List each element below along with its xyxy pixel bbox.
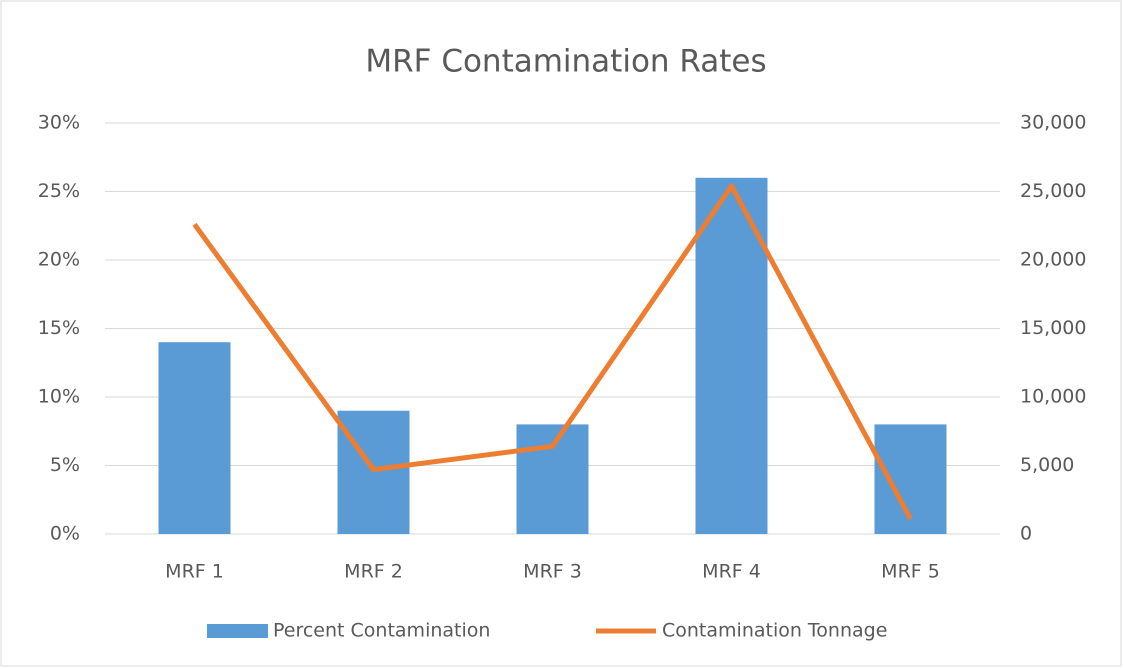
chart-title: MRF Contamination Rates	[365, 44, 766, 80]
x-tick-label: MRF 4	[702, 561, 761, 583]
y-tick-label: 15%	[38, 317, 80, 339]
y2-tick-label: 25,000	[1020, 180, 1086, 202]
legend-label: Percent Contamination	[273, 620, 490, 642]
y2-tick-label: 30,000	[1020, 112, 1086, 134]
x-tick-label: MRF 2	[344, 561, 403, 583]
bar	[158, 342, 231, 534]
y-tick-label: 20%	[38, 249, 80, 271]
y2-tick-label: 10,000	[1020, 386, 1086, 408]
y2-tick-label: 5,000	[1020, 454, 1074, 476]
legend-label: Contamination Tonnage	[662, 620, 887, 642]
y-tick-label: 30%	[38, 112, 80, 134]
line	[192, 183, 913, 521]
y2-tick-label: 0	[1020, 523, 1032, 545]
bar	[516, 424, 589, 534]
x-tick-label: MRF 1	[165, 561, 224, 583]
y-tick-label: 10%	[38, 386, 80, 408]
y-tick-label: 5%	[50, 454, 80, 476]
x-tick-label: MRF 3	[523, 561, 582, 583]
bar	[337, 410, 410, 534]
y-tick-label: 25%	[38, 180, 80, 202]
x-tick-label: MRF 5	[881, 561, 940, 583]
y2-tick-label: 15,000	[1020, 317, 1086, 339]
y2-tick-label: 20,000	[1020, 249, 1086, 271]
bar	[695, 177, 768, 535]
legend-swatch	[207, 624, 268, 638]
y-tick-label: 0%	[50, 523, 80, 545]
